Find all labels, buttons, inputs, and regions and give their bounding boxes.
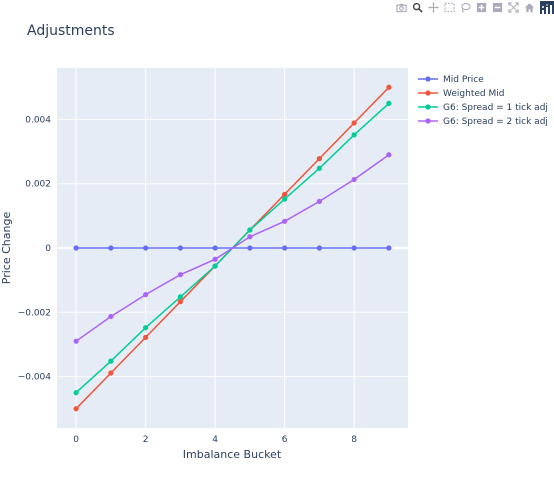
legend-item[interactable]: G6: Spread = 1 tick adj [418,103,548,113]
legend-label: G6: Spread = 2 tick adj [443,117,548,127]
y-tick-label: 0.002 [25,180,51,190]
zoom-in-icon[interactable] [474,1,489,14]
x-axis-ticks: 0 2 4 6 8 [73,435,357,445]
chart-title: Adjustments [27,23,115,39]
legend-label: Weighted Mid [443,89,504,99]
y-axis-ticks: −0.004 −0.002 0 0.002 0.004 [18,115,52,382]
data-point[interactable] [386,245,392,251]
data-point[interactable] [351,132,357,138]
legend-marker [425,90,431,96]
camera-icon[interactable] [394,1,409,14]
data-point[interactable] [108,370,114,376]
modebar [394,0,554,14]
legend-marker [425,104,431,110]
data-point[interactable] [212,256,218,262]
y-axis-label: Price Change [0,212,13,285]
data-point[interactable] [73,406,79,412]
home-icon[interactable] [522,1,537,14]
data-point[interactable] [316,156,322,162]
data-point[interactable] [143,325,149,331]
x-tick-label: 4 [212,435,218,445]
series-line [75,154,390,342]
x-tick-label: 2 [143,435,149,445]
data-point[interactable] [316,198,322,204]
data-point[interactable] [177,272,183,278]
box-select-icon[interactable] [442,1,457,14]
data-point[interactable] [108,358,114,364]
pan-icon[interactable] [426,1,441,14]
data-point[interactable] [351,245,357,251]
data-point[interactable] [386,152,392,158]
data-point[interactable] [143,292,149,298]
data-point[interactable] [247,245,253,251]
series-layer [73,84,392,412]
x-tick-label: 8 [351,435,357,445]
data-point[interactable] [386,100,392,106]
data-point[interactable] [282,218,288,224]
data-point[interactable] [212,245,218,251]
data-point[interactable] [177,245,183,251]
data-point[interactable] [73,338,79,344]
data-point[interactable] [247,227,253,233]
data-point[interactable] [247,234,253,240]
legend-label: G6: Spread = 1 tick adj [443,103,548,113]
data-point[interactable] [73,245,79,251]
legend-marker [425,118,431,124]
legend-item[interactable]: Weighted Mid [418,89,504,99]
y-tick-label: 0.004 [25,115,51,125]
data-point[interactable] [351,176,357,183]
lasso-icon[interactable] [458,1,473,14]
y-tick-label: 0 [45,244,51,254]
data-point[interactable] [108,313,114,320]
legend-label: Mid Price [443,75,484,85]
x-tick-label: 0 [73,435,79,445]
plotly-logo[interactable] [540,0,554,14]
autoscale-icon[interactable] [506,1,521,14]
legend: Mid Price Weighted Mid G6: Spread = 1 tick… [418,75,548,127]
data-point[interactable] [282,245,288,251]
data-point[interactable] [282,196,288,202]
series-3 [73,152,392,344]
data-point[interactable] [177,299,183,305]
y-tick-label: −0.002 [18,308,51,318]
legend-marker [425,76,431,82]
legend-item[interactable]: Mid Price [418,75,484,85]
data-point[interactable] [316,245,322,251]
data-point[interactable] [212,263,218,269]
legend-item[interactable]: G6: Spread = 2 tick adj [418,117,548,127]
data-point[interactable] [386,84,392,90]
zoom-icon[interactable] [410,1,425,14]
data-point[interactable] [282,191,288,197]
data-point[interactable] [73,390,79,396]
y-tick-label: −0.004 [18,373,52,383]
data-point[interactable] [108,245,114,251]
x-axis-label: Imbalance Bucket [183,448,282,461]
zoom-out-icon[interactable] [490,1,505,14]
data-point[interactable] [143,334,149,340]
data-point[interactable] [177,294,183,300]
data-point[interactable] [143,245,149,251]
data-point[interactable] [351,120,357,126]
data-point[interactable] [316,165,322,171]
x-tick-label: 6 [282,435,288,445]
